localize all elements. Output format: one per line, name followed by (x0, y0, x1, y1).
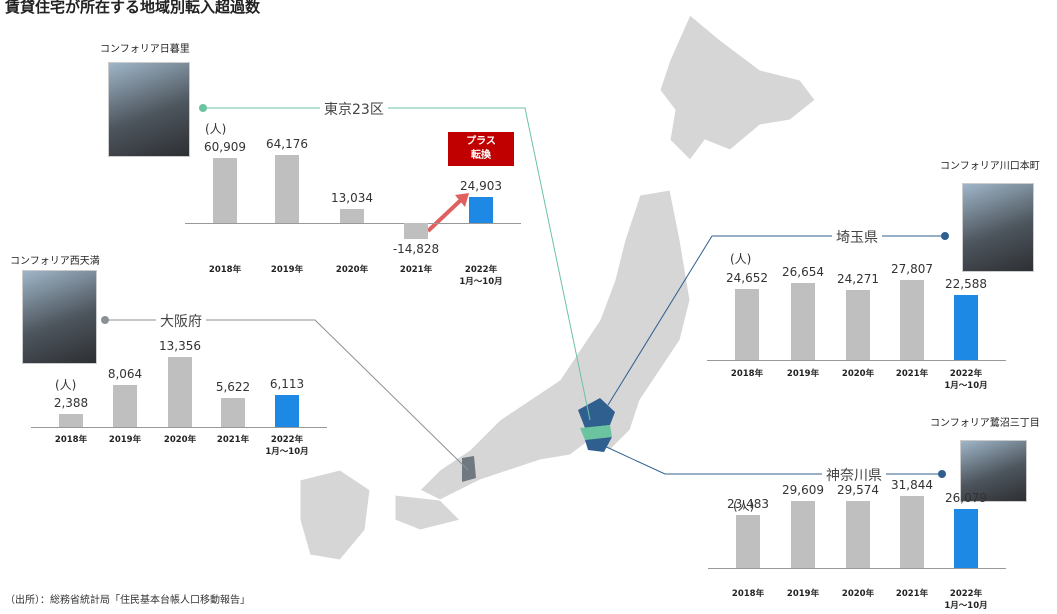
unit-label: (人) (205, 120, 226, 137)
value-label: 26,654 (773, 265, 833, 279)
bar (168, 357, 192, 427)
value-label: 29,609 (773, 483, 833, 497)
x-tick-label: 2019年 (257, 264, 317, 276)
bar (735, 289, 759, 360)
baseline (31, 427, 327, 428)
x-tick-label: 2018年 (41, 434, 101, 446)
bar (275, 155, 299, 223)
bar (791, 501, 815, 568)
connector-dot (101, 316, 109, 324)
value-label: 24,903 (451, 179, 511, 193)
connector-dot (199, 104, 207, 112)
bar (113, 385, 137, 427)
x-tick-label: 2018年 (717, 368, 777, 380)
value-label: 60,909 (195, 140, 255, 154)
bar (846, 501, 870, 568)
property-name: コンフォリア西天満 (10, 252, 100, 267)
x-tick-label: 2019年 (773, 368, 833, 380)
x-tick-label: 2020年 (150, 434, 210, 446)
x-tick-label: 2018年 (195, 264, 255, 276)
x-tick-label: 2022年 1月～10月 (257, 434, 317, 458)
value-label: 23,483 (718, 497, 778, 511)
bar (736, 515, 760, 568)
bar (59, 414, 83, 427)
bar (404, 223, 428, 239)
value-label: 31,844 (882, 478, 942, 492)
value-label: 27,807 (882, 262, 942, 276)
annotation-arrow (428, 198, 463, 231)
bar (340, 209, 364, 223)
value-label: 26,079 (936, 491, 996, 505)
value-label: 13,034 (322, 191, 382, 205)
bar (791, 283, 815, 360)
x-tick-label: 2021年 (882, 588, 942, 600)
property-photo (108, 62, 190, 157)
bar (213, 158, 237, 223)
unit-label: (人) (730, 250, 751, 267)
property-photo (22, 270, 97, 364)
x-tick-label: 2020年 (322, 264, 382, 276)
bar (469, 197, 493, 223)
x-tick-label: 2022年 1月～10月 (451, 264, 511, 288)
value-label: 24,652 (717, 271, 777, 285)
page: 賃貸住宅が所在する地域別転入超過数 （出所）：総務省統計局「住民基本台帳人口移動… (0, 0, 1057, 614)
unit-label: (人) (55, 376, 76, 393)
baseline (707, 360, 1006, 361)
x-tick-label: 2021年 (203, 434, 263, 446)
annotation: プラス 転換 (448, 132, 514, 166)
value-label: 5,622 (203, 380, 263, 394)
bar (954, 509, 978, 568)
x-tick-label: 2021年 (386, 264, 446, 276)
region-label: 神奈川県 (822, 465, 886, 485)
value-label: 22,588 (936, 277, 996, 291)
value-label: -14,828 (386, 242, 446, 256)
osaka-area (462, 456, 476, 482)
region-label: 大阪府 (156, 311, 206, 331)
region-label: 東京23区 (320, 99, 388, 119)
bar (846, 290, 870, 360)
x-tick-label: 2019年 (95, 434, 155, 446)
x-tick-label: 2020年 (828, 588, 888, 600)
value-label: 29,574 (828, 483, 888, 497)
region-label: 埼玉県 (832, 227, 882, 247)
bar (900, 496, 924, 568)
x-tick-label: 2019年 (773, 588, 833, 600)
x-tick-label: 2022年 1月～10月 (936, 368, 996, 392)
value-label: 6,113 (257, 377, 317, 391)
source-note: （出所）：総務省統計局「住民基本台帳人口移動報告」 (5, 591, 250, 606)
property-photo (962, 183, 1034, 272)
property-name: コンフォリア鷺沼三丁目 (930, 414, 1040, 429)
x-tick-label: 2018年 (718, 588, 778, 600)
property-name: コンフォリア日暮里 (100, 40, 190, 55)
value-label: 64,176 (257, 137, 317, 151)
property-name: コンフォリア川口本町 (940, 157, 1040, 172)
x-tick-label: 2020年 (828, 368, 888, 380)
bar (221, 398, 245, 427)
bar (900, 280, 924, 360)
connector-dot (938, 470, 946, 478)
x-tick-label: 2021年 (882, 368, 942, 380)
x-tick-label: 2022年 1月～10月 (936, 588, 996, 612)
bar (275, 395, 299, 427)
value-label: 8,064 (95, 367, 155, 381)
value-label: 2,388 (41, 396, 101, 410)
baseline (708, 568, 1006, 569)
bar (954, 295, 978, 360)
connector-line (600, 444, 942, 474)
value-label: 13,356 (150, 339, 210, 353)
connector-dot (941, 232, 949, 240)
baseline (185, 223, 521, 224)
page-title: 賃貸住宅が所在する地域別転入超過数 (5, 0, 260, 17)
value-label: 24,271 (828, 272, 888, 286)
